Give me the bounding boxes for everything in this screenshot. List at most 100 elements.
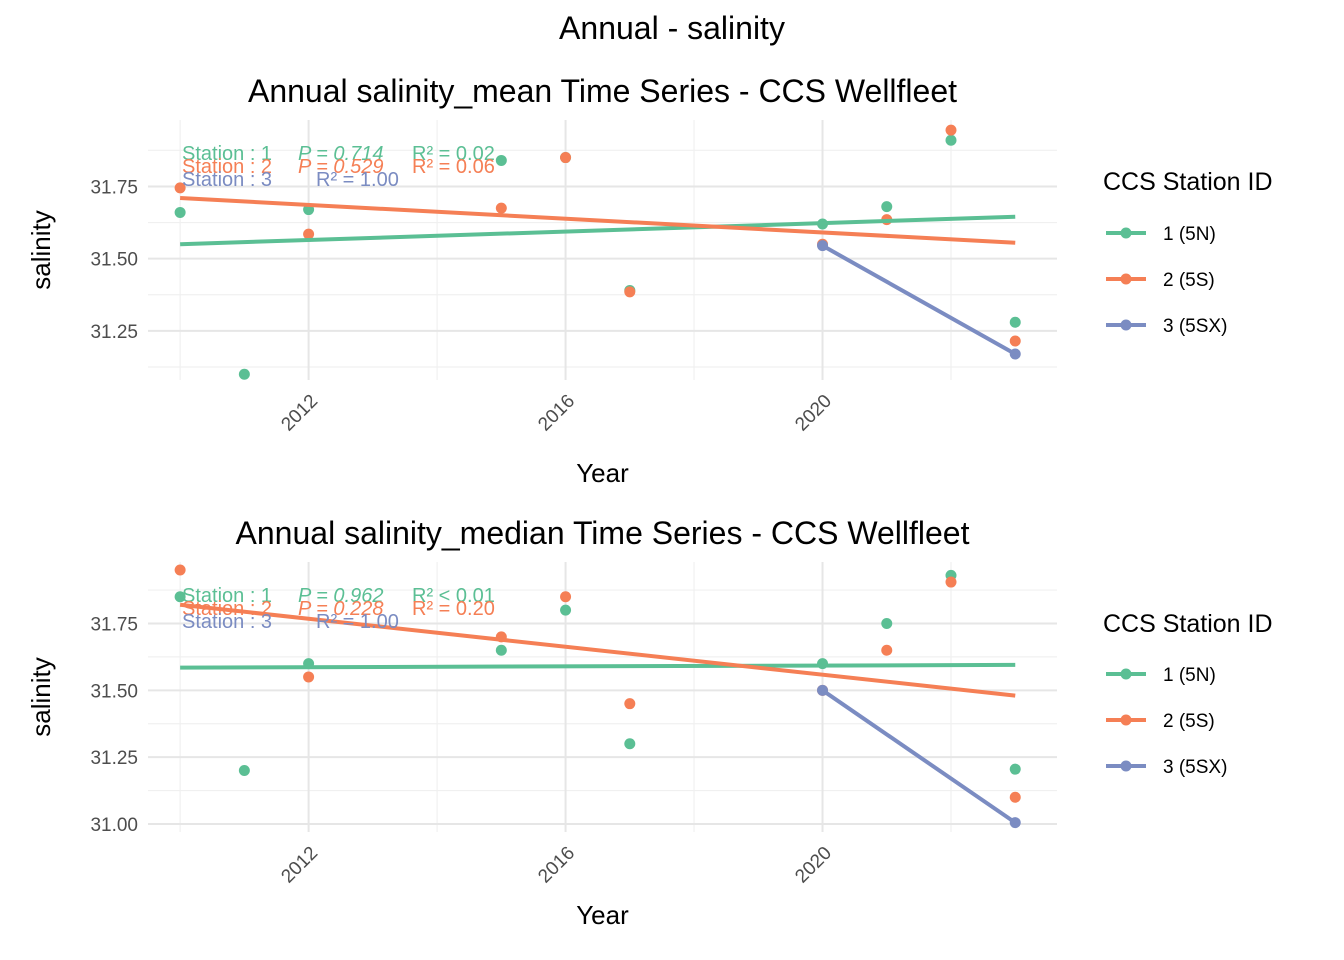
annotation-p-value: P = 0.529 <box>298 156 383 178</box>
legend-entry: 1 (5N) <box>1106 224 1216 245</box>
data-point <box>495 154 507 166</box>
data-point <box>303 671 315 683</box>
legend-entry: 3 (5SX) <box>1106 316 1227 337</box>
legend-label: 1 (5N) <box>1163 224 1216 245</box>
x-tick-label: 2016 <box>534 391 579 436</box>
data-point <box>238 765 250 777</box>
legend-entry: 2 (5S) <box>1106 270 1215 291</box>
data-point <box>945 124 957 136</box>
data-point <box>174 182 186 194</box>
legend-title: CCS Station ID <box>1103 610 1273 638</box>
chart-title: Annual salinity_mean Time Series - CCS W… <box>248 73 957 109</box>
annotation-p-value: P = 0.962 <box>298 585 383 607</box>
legend-key-point <box>1120 714 1132 726</box>
data-point <box>1009 791 1021 803</box>
data-point <box>1009 316 1021 328</box>
stat-annotation-1: Station : 1 P = 0.962 R² < 0.01 <box>182 585 495 607</box>
x-tick-label: 2012 <box>277 391 322 436</box>
x-axis-label: Year <box>576 458 629 488</box>
annotation-station: Station : 3 <box>182 611 272 633</box>
data-point <box>1009 335 1021 347</box>
legend-title: CCS Station ID <box>1103 168 1273 196</box>
y-axis-label: salinity <box>26 657 56 736</box>
y-tick-label: 31.75 <box>90 177 138 198</box>
data-point <box>560 604 572 616</box>
annotation-r2: R² = 0.20 <box>412 598 495 620</box>
legend-entry: 3 (5SX) <box>1106 757 1227 778</box>
stat-annotation-3: Station : 3 R² = 1.00 <box>182 611 399 633</box>
legend-label: 3 (5SX) <box>1163 757 1227 778</box>
data-point <box>303 228 315 240</box>
stat-annotation-1: Station : 1 P = 0.714 R² = 0.02 <box>182 143 495 165</box>
legend-key-point <box>1120 668 1132 680</box>
data-point <box>560 591 572 603</box>
figure-title: Annual - salinity <box>559 10 785 46</box>
trend-line-3 <box>821 243 1017 356</box>
trend-line-2 <box>179 602 1016 698</box>
data-point <box>174 206 186 218</box>
legend-key-point <box>1120 227 1132 239</box>
annotation-p-value: P = 0.714 <box>298 143 383 165</box>
x-tick-label: 2016 <box>534 843 579 888</box>
y-tick-label: 31.50 <box>90 681 138 702</box>
data-point <box>881 617 893 629</box>
data-point <box>881 644 893 656</box>
data-point <box>1009 763 1021 775</box>
x-axis-label: Year <box>576 900 629 930</box>
data-point <box>495 202 507 214</box>
y-tick-label: 31.50 <box>90 250 138 271</box>
y-tick-label: 31.25 <box>90 322 138 343</box>
legend-label: 3 (5SX) <box>1163 316 1227 337</box>
legend: CCS Station ID 1 (5N) 2 (5S) 3 (5SX) <box>1103 610 1273 778</box>
data-point <box>174 591 186 603</box>
trend-line-1 <box>180 662 1016 670</box>
data-point <box>560 152 572 164</box>
data-point <box>881 201 893 213</box>
grid <box>148 120 1057 380</box>
annotation-r2: R² = 1.00 <box>316 611 399 633</box>
legend-entry: 1 (5N) <box>1106 665 1216 686</box>
y-tick-label: 31.00 <box>90 815 138 836</box>
legend-label: 1 (5N) <box>1163 665 1216 686</box>
data-point <box>174 564 186 576</box>
stat-annotation-2: Station : 2 P = 0.228 R² = 0.20 <box>182 598 495 620</box>
y-axis-label: salinity <box>26 210 56 289</box>
data-point <box>624 286 636 298</box>
annotation-station: Station : 2 <box>182 156 272 178</box>
data-point <box>624 738 636 750</box>
annotation-p-value: P = 0.228 <box>298 598 383 620</box>
annotation-station: Station : 3 <box>182 169 272 191</box>
data-point <box>495 644 507 656</box>
grid <box>148 562 1057 832</box>
legend-entry: 2 (5S) <box>1106 711 1215 732</box>
y-tick-label: 31.75 <box>90 614 138 635</box>
legend-label: 2 (5S) <box>1163 711 1215 732</box>
legend-label: 2 (5S) <box>1163 270 1215 291</box>
stat-annotation-2: Station : 2 P = 0.529 R² = 0.06 <box>182 156 495 178</box>
y-tick-label: 31.25 <box>90 748 138 769</box>
annotation-station: Station : 1 <box>182 585 272 607</box>
annotation-station: Station : 2 <box>182 598 272 620</box>
chart-title: Annual salinity_median Time Series - CCS… <box>236 515 970 551</box>
stat-annotation-3: Station : 3 R² = 1.00 <box>182 169 399 191</box>
x-tick-label: 2012 <box>277 843 322 888</box>
trend-line-3 <box>821 688 1017 825</box>
chart-panel-mean: Annual salinity_mean Time Series - CCS W… <box>26 73 1273 488</box>
x-tick-label: 2020 <box>791 391 836 436</box>
annotation-r2: R² = 0.02 <box>412 143 495 165</box>
annotation-r2: R² < 0.01 <box>412 585 495 607</box>
trend-line-2 <box>180 196 1016 245</box>
trend-line-1 <box>180 214 1016 247</box>
annotation-r2: R² = 0.06 <box>412 156 495 178</box>
chart-panel-median: Annual salinity_median Time Series - CCS… <box>26 515 1273 930</box>
x-tick-label: 2020 <box>791 843 836 888</box>
data-point <box>945 134 957 146</box>
data-point <box>945 576 957 588</box>
data-point <box>624 698 636 710</box>
legend-key-point <box>1120 319 1132 331</box>
annotation-r2: R² = 1.00 <box>316 169 399 191</box>
legend: CCS Station ID 1 (5N) 2 (5S) 3 (5SX) <box>1103 168 1273 337</box>
annotation-station: Station : 1 <box>182 143 272 165</box>
data-point <box>238 368 250 380</box>
